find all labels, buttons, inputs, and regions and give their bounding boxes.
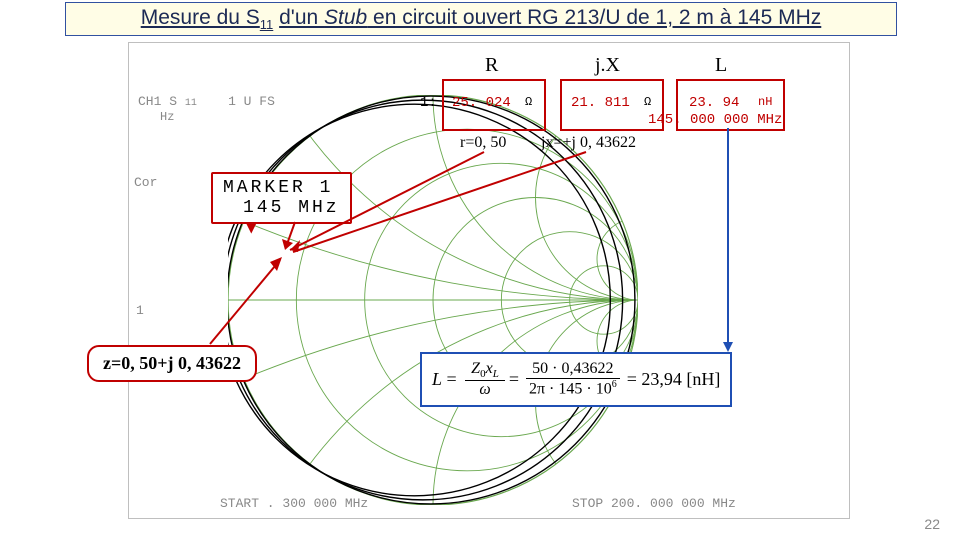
leader-lines: [0, 0, 960, 540]
page-number: 22: [924, 516, 940, 532]
